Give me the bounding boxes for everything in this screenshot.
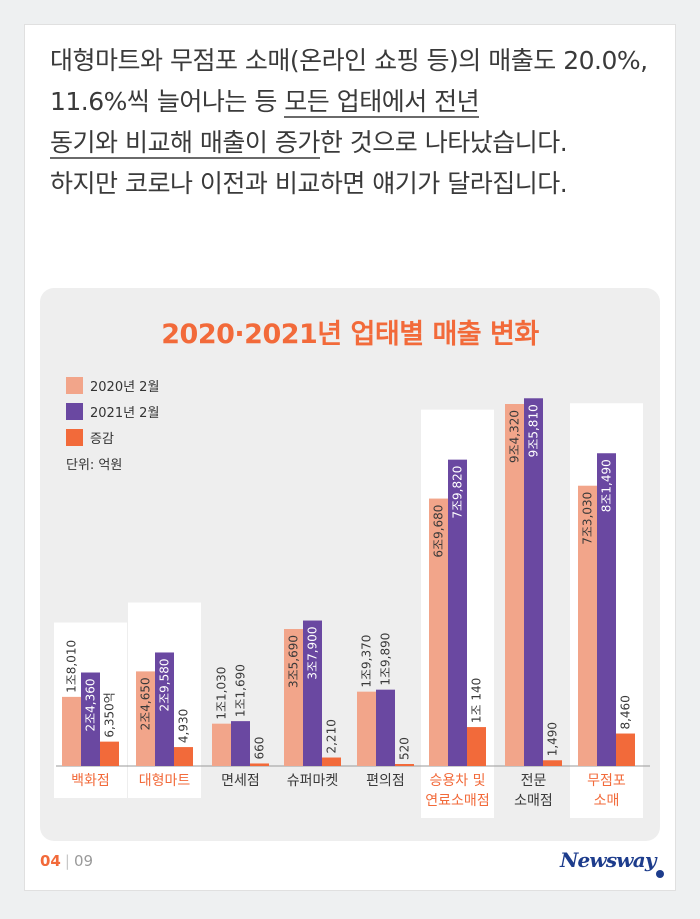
bar-2020 <box>284 629 303 766</box>
value-label: 7조3,030 <box>581 492 595 545</box>
category-label: 승용차 및 <box>430 773 486 789</box>
newsway-logo: Newsway <box>560 848 656 872</box>
bar-2021 <box>524 398 543 766</box>
bar-2020 <box>505 404 524 766</box>
legend-label-change: 증감 <box>90 431 114 447</box>
value-label: 8조1,490 <box>600 459 614 512</box>
bar-2020 <box>136 671 155 766</box>
category-label: 면세점 <box>221 773 260 789</box>
legend-swatch-2020 <box>66 376 83 394</box>
value-label: 1조8,010 <box>65 640 79 693</box>
category-label: 편의점 <box>366 773 405 789</box>
value-label: 3조7,900 <box>306 627 320 680</box>
page-total: 09 <box>73 852 94 870</box>
category-label: 무점포 <box>587 773 626 789</box>
value-label: 7조9,820 <box>451 466 465 519</box>
value-label: 520 <box>398 737 412 760</box>
value-label: 9조5,810 <box>527 404 541 457</box>
legend-label-2021: 2021년 2월 <box>90 405 160 421</box>
bar-change <box>467 727 486 766</box>
bar-change <box>174 747 193 766</box>
category-label: 연료소매점 <box>425 793 489 809</box>
bar-2021 <box>376 689 395 766</box>
chart-title: 2020·2021년 업태별 매출 변화 <box>161 319 539 350</box>
bar-change <box>322 757 341 766</box>
bar-2020 <box>578 485 597 766</box>
value-label: 2조4,650 <box>139 677 153 730</box>
bar-change <box>616 733 635 766</box>
page-indicator: 04 | 09 <box>40 852 93 870</box>
bar-2021 <box>597 453 616 766</box>
legend-item-2020: 2020년 2월 <box>66 372 159 398</box>
legend-item-change: 증감 <box>66 424 159 450</box>
value-label: 6조9,680 <box>432 505 446 558</box>
category-label: 백화점 <box>71 773 110 789</box>
value-label: 4,930 <box>177 709 191 743</box>
bar-2021 <box>81 672 100 766</box>
bar-2020 <box>62 696 81 766</box>
chart-legend: 2020년 2월 2021년 2월 증감 단위: 억원 <box>66 372 159 473</box>
value-label: 6,350억 <box>103 692 117 737</box>
category-label: 전문 <box>521 773 547 789</box>
value-label: 9조4,320 <box>508 410 522 463</box>
intro-underline-2: 동기와 비교해 매출이 증가 <box>50 128 320 159</box>
bar-change <box>395 764 414 766</box>
value-label: 2,210 <box>325 719 339 753</box>
value-label: 3조5,690 <box>287 635 301 688</box>
bar-2021 <box>303 620 322 766</box>
bar-2020 <box>357 691 376 766</box>
legend-label-2020: 2020년 2월 <box>90 379 160 395</box>
category-label: 소매 <box>594 793 620 809</box>
value-label: 8,460 <box>619 695 633 729</box>
intro-underline-1: 모든 업태에서 전년 <box>284 87 480 118</box>
page-separator: | <box>64 852 70 870</box>
category-label: 대형마트 <box>139 773 191 789</box>
bar-change <box>250 763 269 766</box>
value-label: 1조1,030 <box>215 667 229 720</box>
bar-2020 <box>212 723 231 766</box>
value-label: 2조9,580 <box>158 658 172 711</box>
value-label: 1조1,690 <box>234 664 248 717</box>
bar-2021 <box>155 652 174 766</box>
intro-part-1: 대형마트와 무점포 소매(온라인 쇼핑 등)의 매출도 20.0%, 11.6%… <box>50 46 648 116</box>
bar-change <box>100 741 119 766</box>
value-label: 1조 140 <box>470 678 484 723</box>
legend-swatch-change <box>66 428 83 446</box>
intro-text: 대형마트와 무점포 소매(온라인 쇼핑 등)의 매출도 20.0%, 11.6%… <box>50 40 660 204</box>
bar-2021 <box>231 721 250 766</box>
unit-label: 단위: 억원 <box>66 458 123 473</box>
category-label: 소매점 <box>514 793 553 809</box>
category-label: 슈퍼마켓 <box>287 773 339 789</box>
value-label: 660 <box>253 737 267 760</box>
bar-change <box>543 760 562 766</box>
legend-item-2021: 2021년 2월 <box>66 398 159 424</box>
intro-part-3: 하지만 코로나 이전과 비교하면 얘기가 달라집니다. <box>50 169 568 198</box>
bar-2020 <box>429 498 448 766</box>
page-current: 04 <box>40 852 61 870</box>
value-label: 1,490 <box>546 722 560 756</box>
bar-2021 <box>448 459 467 766</box>
value-label: 1조9,890 <box>379 633 393 686</box>
intro-part-2: 한 것으로 나타났습니다. <box>319 128 568 157</box>
value-label: 2조4,360 <box>84 679 98 732</box>
value-label: 1조9,370 <box>360 635 374 688</box>
legend-swatch-2021 <box>66 402 83 420</box>
logo-dot <box>656 870 664 878</box>
